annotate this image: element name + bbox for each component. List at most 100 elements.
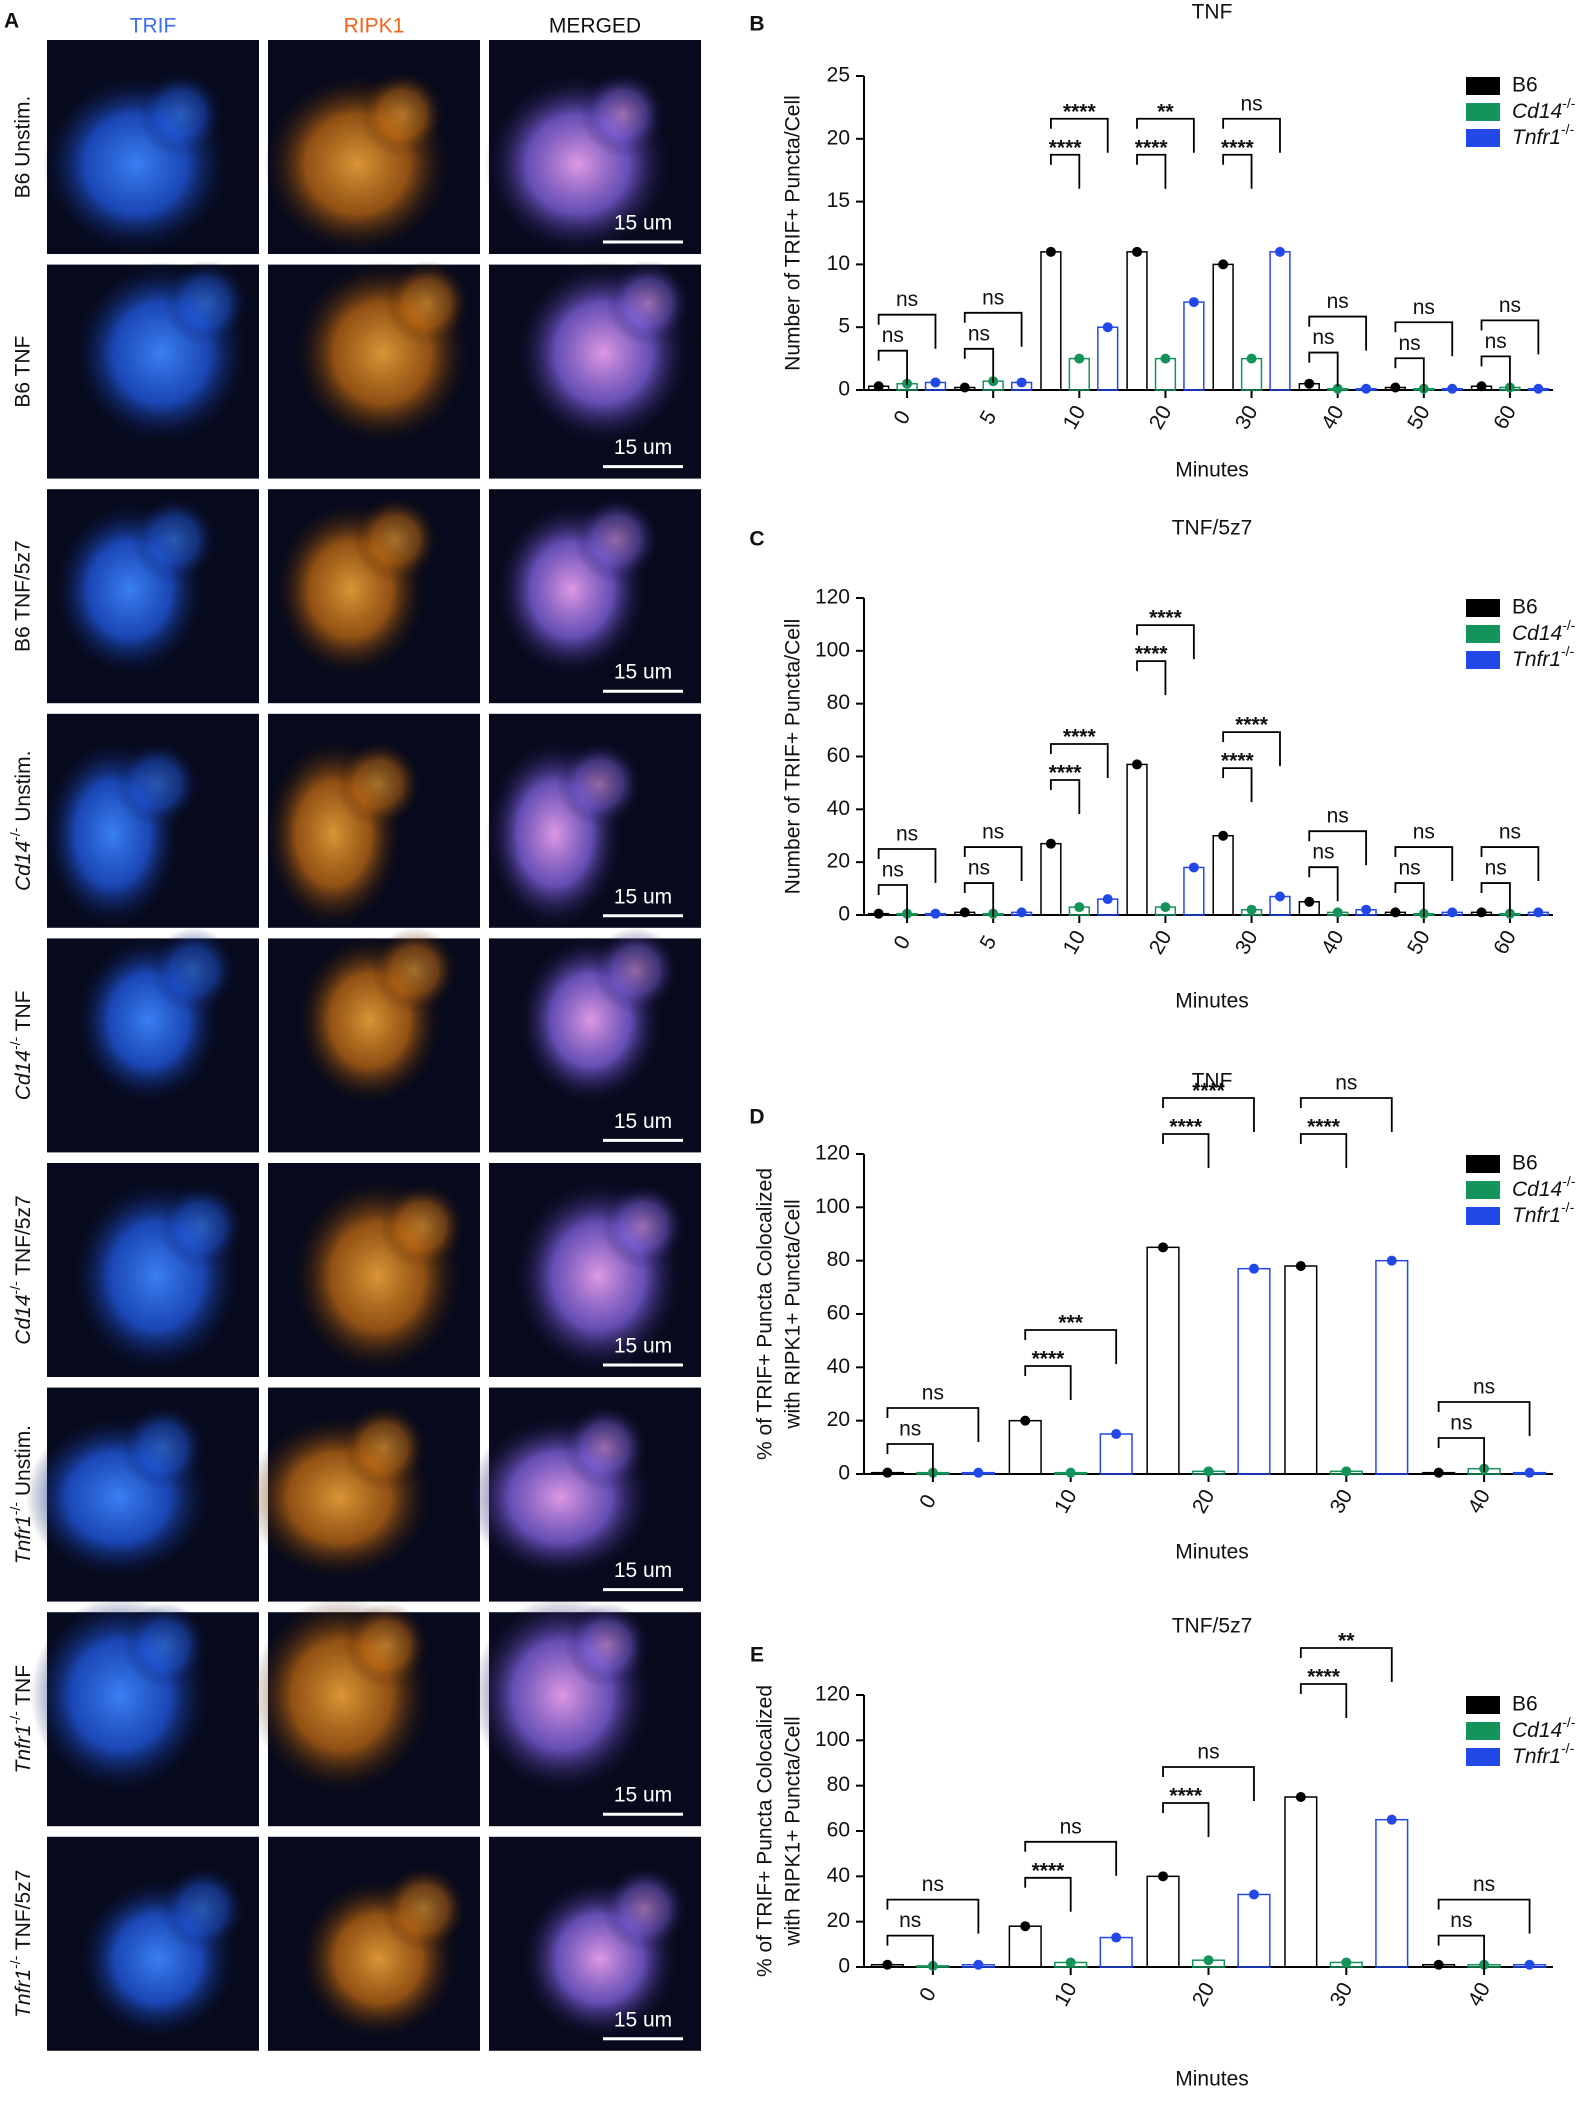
- legend-swatch: [1466, 1207, 1500, 1225]
- bar: [1284, 1796, 1318, 1968]
- bar: [1146, 1875, 1180, 1968]
- mean-dot: [1246, 904, 1257, 915]
- x-tick-label: 0: [915, 1491, 941, 1513]
- bar: [1375, 1818, 1409, 1968]
- cell-signal: [343, 1602, 429, 1688]
- x-tick-label: 10: [1059, 927, 1091, 959]
- significance-bracket: [1162, 1097, 1255, 1132]
- mean-dot: [1274, 891, 1285, 902]
- mean-dot: [1295, 1792, 1306, 1802]
- legend-swatch: [1466, 651, 1500, 669]
- cell-signal: [384, 260, 470, 346]
- significance-bracket: [1162, 1802, 1210, 1837]
- column-header: MERGED: [549, 15, 641, 38]
- mean-dot: [1132, 246, 1143, 257]
- x-tick-label: 30: [1231, 927, 1263, 959]
- bar: [1212, 263, 1234, 391]
- x-tick-label: 60: [1489, 927, 1521, 959]
- significance-label: ***: [1058, 1312, 1083, 1335]
- significance-label: ns: [922, 1873, 944, 1896]
- bar: [1008, 1419, 1042, 1475]
- significance-label: ns: [1413, 821, 1435, 844]
- cell-signal: [379, 1183, 465, 1269]
- bar: [1040, 251, 1062, 391]
- cell-signal: [600, 1183, 686, 1269]
- mean-dot: [1390, 907, 1401, 918]
- mean-dot: [1111, 1932, 1122, 1943]
- y-tick-label: 120: [815, 586, 850, 609]
- panel-letter: D: [749, 1106, 764, 1129]
- mean-dot: [973, 1959, 984, 1970]
- x-axis-label: Minutes: [1175, 990, 1249, 1013]
- significance-label: ns: [896, 823, 918, 846]
- significance-label: ****: [1169, 1785, 1203, 1808]
- significance-bracket: [1437, 1437, 1485, 1472]
- y-tick-label: 0: [838, 903, 850, 926]
- significance-bracket: [1136, 153, 1167, 189]
- significance-label: ****: [1192, 1080, 1226, 1103]
- significance-bracket: [1394, 321, 1454, 357]
- legend-swatch: [1466, 1155, 1500, 1173]
- legend-label: Cd14-/-: [1512, 617, 1576, 645]
- x-tick-label: 40: [1463, 1486, 1495, 1518]
- significance-bracket: [1222, 117, 1281, 153]
- bar: [1008, 1925, 1042, 1968]
- significance-label: ns: [922, 1382, 944, 1405]
- significance-label: ns: [899, 1909, 921, 1932]
- y-tick-label: 60: [827, 744, 850, 767]
- bar: [1237, 1267, 1271, 1475]
- significance-bracket: [1136, 660, 1167, 696]
- significance-label: ****: [1235, 714, 1269, 737]
- legend-label: Tnfr1-/-: [1512, 643, 1575, 671]
- significance-bracket: [1024, 1840, 1118, 1876]
- row-label: Cd14-/- Unstim.: [7, 751, 35, 891]
- cell-signal: [341, 1404, 427, 1491]
- y-tick-label: 20: [827, 850, 850, 873]
- y-tick-label: 40: [827, 797, 850, 820]
- mean-dot: [1203, 1466, 1214, 1477]
- legend-label: Cd14-/-: [1512, 1714, 1576, 1742]
- mean-dot: [1361, 383, 1372, 394]
- mean-dot: [959, 382, 970, 393]
- significance-label: ****: [1063, 726, 1097, 749]
- significance-bracket: [1049, 743, 1109, 779]
- significance-label: ns: [1312, 841, 1334, 864]
- legend-swatch: [1466, 77, 1500, 95]
- significance-bracket: [1480, 355, 1511, 391]
- significance-bracket: [886, 1898, 980, 1934]
- significance-label: ns: [1335, 1072, 1357, 1095]
- scale-bar-label: 15 um: [614, 436, 672, 459]
- mean-dot: [1218, 259, 1229, 270]
- mean-dot: [1246, 353, 1257, 364]
- mean-dot: [1065, 1957, 1076, 1968]
- significance-label: ns: [1060, 1815, 1082, 1838]
- significance-label: ns: [899, 1418, 921, 1441]
- legend-label: B6: [1512, 1693, 1538, 1716]
- y-tick-label: 40: [827, 1355, 850, 1378]
- scale-bar-label: 15 um: [614, 212, 672, 235]
- cell-signal: [593, 927, 679, 1014]
- significance-label: ns: [882, 324, 904, 347]
- legend-label: B6: [1512, 596, 1538, 619]
- legend-label: Cd14-/-: [1512, 95, 1576, 123]
- x-tick-label: 5: [975, 407, 1001, 429]
- significance-bracket: [1049, 153, 1081, 189]
- significance-label: ns: [982, 821, 1004, 844]
- y-axis-label: with RIPK1+ Puncta/Cell: [782, 1716, 805, 1946]
- significance-label: ****: [1032, 1348, 1066, 1371]
- x-tick-label: 60: [1489, 402, 1521, 434]
- x-tick-label: 20: [1188, 1979, 1220, 2011]
- y-tick-label: 80: [827, 691, 850, 714]
- mean-dot: [1390, 382, 1401, 393]
- mean-dot: [1074, 353, 1085, 364]
- significance-label: ns: [1240, 92, 1262, 115]
- panel-letter: E: [750, 1644, 764, 1667]
- significance-bracket: [1437, 1934, 1485, 1970]
- cell-signal: [132, 496, 217, 583]
- legend-label: B6: [1512, 1152, 1538, 1175]
- significance-bracket: [1299, 1683, 1348, 1718]
- scale-bar-label: 15 um: [614, 1110, 672, 1133]
- x-tick-label: 40: [1317, 402, 1349, 434]
- significance-bracket: [1394, 882, 1425, 918]
- significance-label: ns: [1399, 857, 1421, 880]
